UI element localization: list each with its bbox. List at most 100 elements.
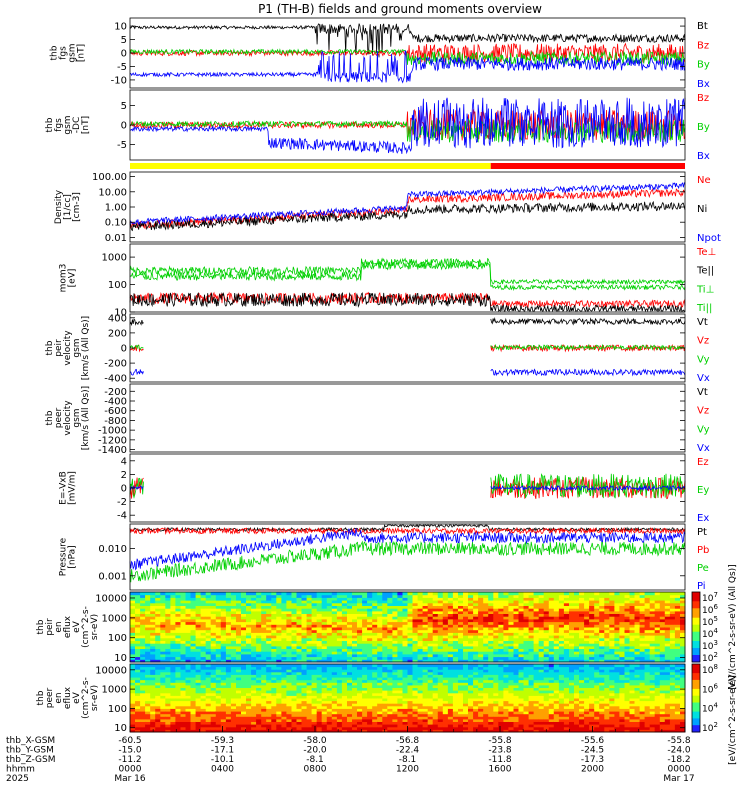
spectrogram-cell [432, 698, 439, 702]
spectrogram-cell [558, 594, 565, 598]
spectrogram-cell [442, 600, 449, 604]
spectrogram-cell [392, 605, 398, 609]
spectrogram-cell [281, 698, 287, 702]
spectrogram-cell [619, 613, 625, 617]
spectrogram-cell [680, 605, 686, 609]
spectrogram-cell [281, 592, 287, 596]
spectrogram-cell [347, 608, 353, 612]
spectrogram-cell [452, 608, 459, 612]
spectrogram-cell [397, 726, 403, 730]
spectrogram-cell [296, 679, 302, 683]
spectrogram-cell [291, 602, 297, 606]
spectrogram-cell [432, 692, 439, 696]
spectrogram-cell [180, 600, 186, 604]
spectrogram-cell [503, 656, 509, 660]
spectrogram-cell [271, 656, 277, 660]
spectrogram-cell [215, 656, 222, 660]
spectrogram-cell [437, 705, 444, 709]
spectrogram-cell [584, 643, 590, 647]
legend-entry-peir_velocity-vt: Vt [697, 317, 708, 328]
spectrogram-cell [190, 684, 196, 688]
spectrogram-cell [215, 729, 222, 733]
spectrogram-cell [387, 726, 393, 730]
spectrogram-cell [296, 645, 302, 649]
spectrogram-cell [205, 677, 212, 681]
spectrogram-cell [417, 656, 424, 660]
spectrogram-cell [205, 637, 212, 641]
spectrogram-cell [654, 594, 661, 598]
spectrogram-cell [478, 671, 484, 675]
spectrogram-cell [432, 621, 439, 625]
spectrogram-cell [276, 679, 282, 683]
spectrogram-cell [215, 610, 222, 614]
spectrogram-cell [180, 621, 186, 625]
spectrogram-cell [397, 600, 403, 604]
spectrogram-cell [130, 721, 136, 725]
spectrogram-cell [574, 632, 580, 636]
spectrogram-cell [488, 632, 494, 636]
spectrogram-cell [347, 597, 353, 601]
spectrogram-cell [301, 627, 307, 631]
spectrogram-cell [281, 724, 287, 728]
spectrogram-cell [341, 721, 348, 725]
spectrogram-cell [402, 651, 408, 655]
spectrogram-cell [160, 605, 166, 609]
spectrogram-cell [271, 700, 277, 704]
spectrogram-cell [336, 692, 343, 696]
spectrogram-cell [367, 666, 373, 670]
spectrogram-cell [392, 679, 398, 683]
spectrogram-cell [145, 677, 151, 681]
spectrogram-cell [291, 610, 297, 614]
spectrogram-cell [347, 656, 353, 660]
spectrogram-cell [382, 637, 388, 641]
spectrogram-cell [220, 645, 227, 649]
colorbar-swatch [692, 617, 700, 621]
spectrogram-cell [341, 664, 348, 668]
spectrogram-cell [175, 698, 181, 702]
spectrogram-cell [468, 664, 474, 668]
spectrogram-cell [286, 602, 292, 606]
spectrogram-cell [236, 608, 242, 612]
spectrogram-cell [447, 653, 454, 658]
spectrogram-cell [538, 600, 545, 604]
spectrogram-cell [493, 653, 499, 658]
spectrogram-cell [377, 629, 383, 633]
spectrogram-cell [352, 711, 358, 715]
spectrogram-cell [452, 669, 459, 673]
spectrogram-cell [347, 687, 353, 691]
spectrogram-cell [452, 684, 459, 688]
spectrogram-cell [341, 690, 348, 694]
spectrogram-cell [341, 687, 348, 691]
spectrogram-cell [236, 592, 242, 596]
spectrogram-cell [664, 592, 671, 596]
spectrogram-cell [478, 643, 484, 647]
spectrogram-cell [483, 618, 489, 623]
spectrogram-cell [579, 594, 585, 598]
spectrogram-cell [447, 698, 454, 702]
spectrogram-cell [185, 627, 191, 631]
spectrogram-cell [145, 671, 151, 675]
spectrogram-cell [488, 592, 494, 596]
spectrogram-cell [372, 711, 378, 715]
spectrogram-cell [619, 594, 625, 598]
spectrogram-cell [261, 605, 267, 609]
spectrogram-cell [225, 640, 232, 644]
spectrogram-cell [175, 713, 181, 717]
spectrogram-cell [473, 602, 479, 606]
spectrogram-cell [316, 671, 323, 675]
spectrogram-cell [281, 616, 287, 620]
spectrogram-cell [609, 602, 615, 606]
spectrogram-cell [634, 656, 640, 660]
spectrogram-cell [478, 677, 484, 681]
colorbar-swatch [692, 648, 700, 651]
spectrogram-cell [331, 705, 338, 709]
spectrogram-cell [427, 629, 434, 633]
spectrogram-cell [230, 666, 237, 670]
spectrogram-cell [483, 669, 489, 673]
spectrogram-cell [422, 621, 429, 625]
spectrogram-cell [387, 635, 393, 639]
spectrogram-cell [604, 637, 610, 641]
spectrogram-cell [412, 671, 418, 675]
spectrogram-cell [145, 594, 151, 598]
spectrogram-cell [145, 682, 151, 686]
